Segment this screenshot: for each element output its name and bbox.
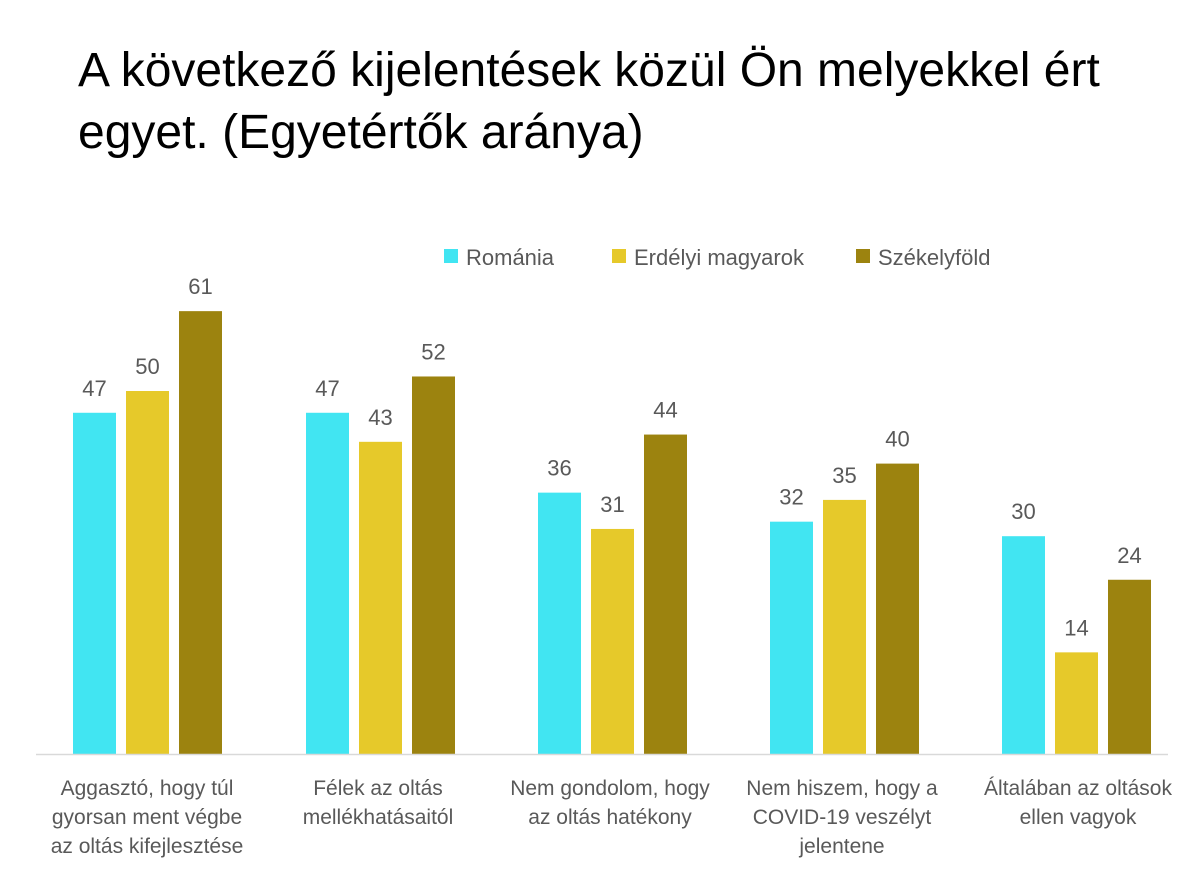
chart-legend: Románia Erdélyi magyarok Székelyföld: [444, 245, 991, 270]
bar-3-2: [412, 376, 455, 754]
bar-2-3: [591, 528, 634, 754]
bar-2-2: [359, 441, 402, 754]
category-label: Félek az oltás mellékhatásaitól: [303, 777, 454, 829]
value-label: 44: [653, 398, 677, 423]
bar-2-4: [823, 499, 866, 754]
value-label: 43: [368, 405, 392, 430]
value-label: 14: [1064, 615, 1088, 640]
value-label: 40: [885, 427, 909, 452]
legend-label: Románia: [466, 245, 555, 270]
value-label: 30: [1011, 499, 1035, 524]
value-label: 52: [421, 339, 445, 364]
category-labels: Aggasztó, hogy túl gyorsan ment végbe az o…: [51, 777, 1173, 858]
legend-swatch: [444, 249, 458, 263]
bar-3-5: [1108, 579, 1151, 754]
value-label: 36: [547, 456, 571, 481]
value-label: 31: [600, 492, 624, 517]
legend-label: Erdélyi magyarok: [634, 245, 805, 270]
legend-swatch: [856, 249, 870, 263]
category-label: Nem hiszem, hogy a COVID-19 veszélyt jelen…: [746, 777, 938, 858]
bar-2-1: [126, 391, 169, 754]
bar-3-1: [179, 311, 222, 754]
bar-1-5: [1002, 536, 1045, 754]
value-label: 47: [315, 376, 339, 401]
bar-2-5: [1055, 652, 1098, 754]
legend-swatch: [612, 249, 626, 263]
value-label: 47: [82, 376, 106, 401]
category-label: Általában az oltások ellen vagyok: [984, 777, 1172, 829]
value-labels: 47 47 36 32 30 50 43 31 35 14 61 52 44 40 24: [82, 274, 1141, 640]
chart-title: A következő kijelentések közül Ön melyek…: [78, 44, 1100, 159]
legend-label: Székelyföld: [878, 245, 991, 270]
category-label: Nem gondolom, hogy az oltás hatékony: [510, 777, 710, 829]
bar-1-4: [770, 521, 813, 754]
bar-1-3: [538, 492, 581, 754]
bar-3-3: [644, 434, 687, 754]
value-label: 50: [135, 354, 159, 379]
value-label: 32: [779, 485, 803, 510]
bar-1-1: [73, 412, 116, 754]
bar-group: [73, 311, 1151, 754]
bar-3-4: [876, 463, 919, 754]
value-label: 35: [832, 463, 856, 488]
bar-1-2: [306, 412, 349, 754]
value-label: 61: [188, 274, 212, 299]
value-label: 24: [1117, 543, 1141, 568]
category-label: Aggasztó, hogy túl gyorsan ment végbe az o…: [51, 777, 244, 858]
